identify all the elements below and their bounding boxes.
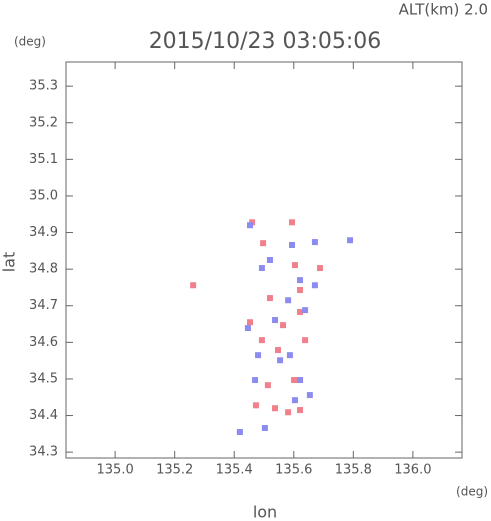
echo-cell xyxy=(252,402,259,409)
echo-cell xyxy=(302,337,309,344)
echo-cell xyxy=(306,392,313,399)
echo-cell xyxy=(285,297,292,304)
chart-title: 2015/10/23 03:05:06 xyxy=(149,29,382,54)
x-tick-label: 135.8 xyxy=(335,463,372,478)
y-tick-label: 35.1 xyxy=(29,152,58,167)
y-tick-label: 35.0 xyxy=(29,188,58,203)
x-tick-label: 135.4 xyxy=(216,463,253,478)
echo-cell xyxy=(272,317,279,324)
echo-cell xyxy=(286,352,293,359)
echo-cell xyxy=(255,352,262,359)
echo-cell xyxy=(302,307,309,314)
y-tick-label: 34.9 xyxy=(29,225,58,240)
echo-cell xyxy=(260,240,267,247)
echo-cell xyxy=(288,219,295,226)
x-tick-label: 135.0 xyxy=(97,463,134,478)
echo-cell xyxy=(190,282,197,289)
x-tick-label: 135.6 xyxy=(275,463,312,478)
echo-cell xyxy=(247,319,254,326)
y-tick-label: 35.3 xyxy=(29,79,58,94)
echo-cell xyxy=(311,282,318,289)
echo-cell xyxy=(258,265,265,272)
echo-cell xyxy=(261,424,268,431)
echo-cell xyxy=(297,308,304,315)
x-unit: (deg) xyxy=(456,485,488,499)
x-tick-label: 135.2 xyxy=(156,463,193,478)
echo-cell xyxy=(274,347,281,354)
echo-cell xyxy=(316,265,323,272)
echo-cell xyxy=(258,337,265,344)
y-tick-label: 34.7 xyxy=(29,298,58,313)
echo-cell xyxy=(285,409,292,416)
y-tick-label: 34.3 xyxy=(29,445,58,460)
plot-frame xyxy=(65,61,463,459)
x-tick-label: 136.0 xyxy=(394,463,431,478)
y-tick-label: 34.4 xyxy=(29,408,58,423)
altitude-label: ALT(km) 2.0 xyxy=(399,1,488,19)
echo-cell xyxy=(291,397,298,404)
y-tick-label: 34.6 xyxy=(29,335,58,350)
echo-cell xyxy=(297,287,304,294)
y-axis-label: lat xyxy=(0,252,19,273)
echo-cell xyxy=(297,277,304,284)
x-axis-label: lon xyxy=(253,503,277,521)
echo-cell xyxy=(266,295,273,302)
echo-cell xyxy=(280,322,287,329)
echo-cell xyxy=(347,237,354,244)
echo-cell xyxy=(297,407,304,414)
echo-cell xyxy=(247,222,254,229)
echo-cell xyxy=(236,429,243,436)
echo-cell xyxy=(266,257,273,263)
echo-cell xyxy=(272,405,279,412)
y-tick-label: 34.8 xyxy=(29,262,58,277)
echo-cell xyxy=(297,377,304,384)
echo-cell xyxy=(291,262,298,269)
echo-cell xyxy=(288,241,295,248)
y-tick-label: 34.5 xyxy=(29,371,58,386)
y-tick-label: 35.2 xyxy=(29,115,58,130)
echo-cell xyxy=(252,377,259,384)
echo-cell xyxy=(291,377,298,384)
y-unit: (deg) xyxy=(14,35,46,49)
echo-cell xyxy=(264,382,271,389)
echo-cell xyxy=(311,239,318,246)
echo-cell xyxy=(244,325,251,332)
echo-cell xyxy=(277,357,284,364)
